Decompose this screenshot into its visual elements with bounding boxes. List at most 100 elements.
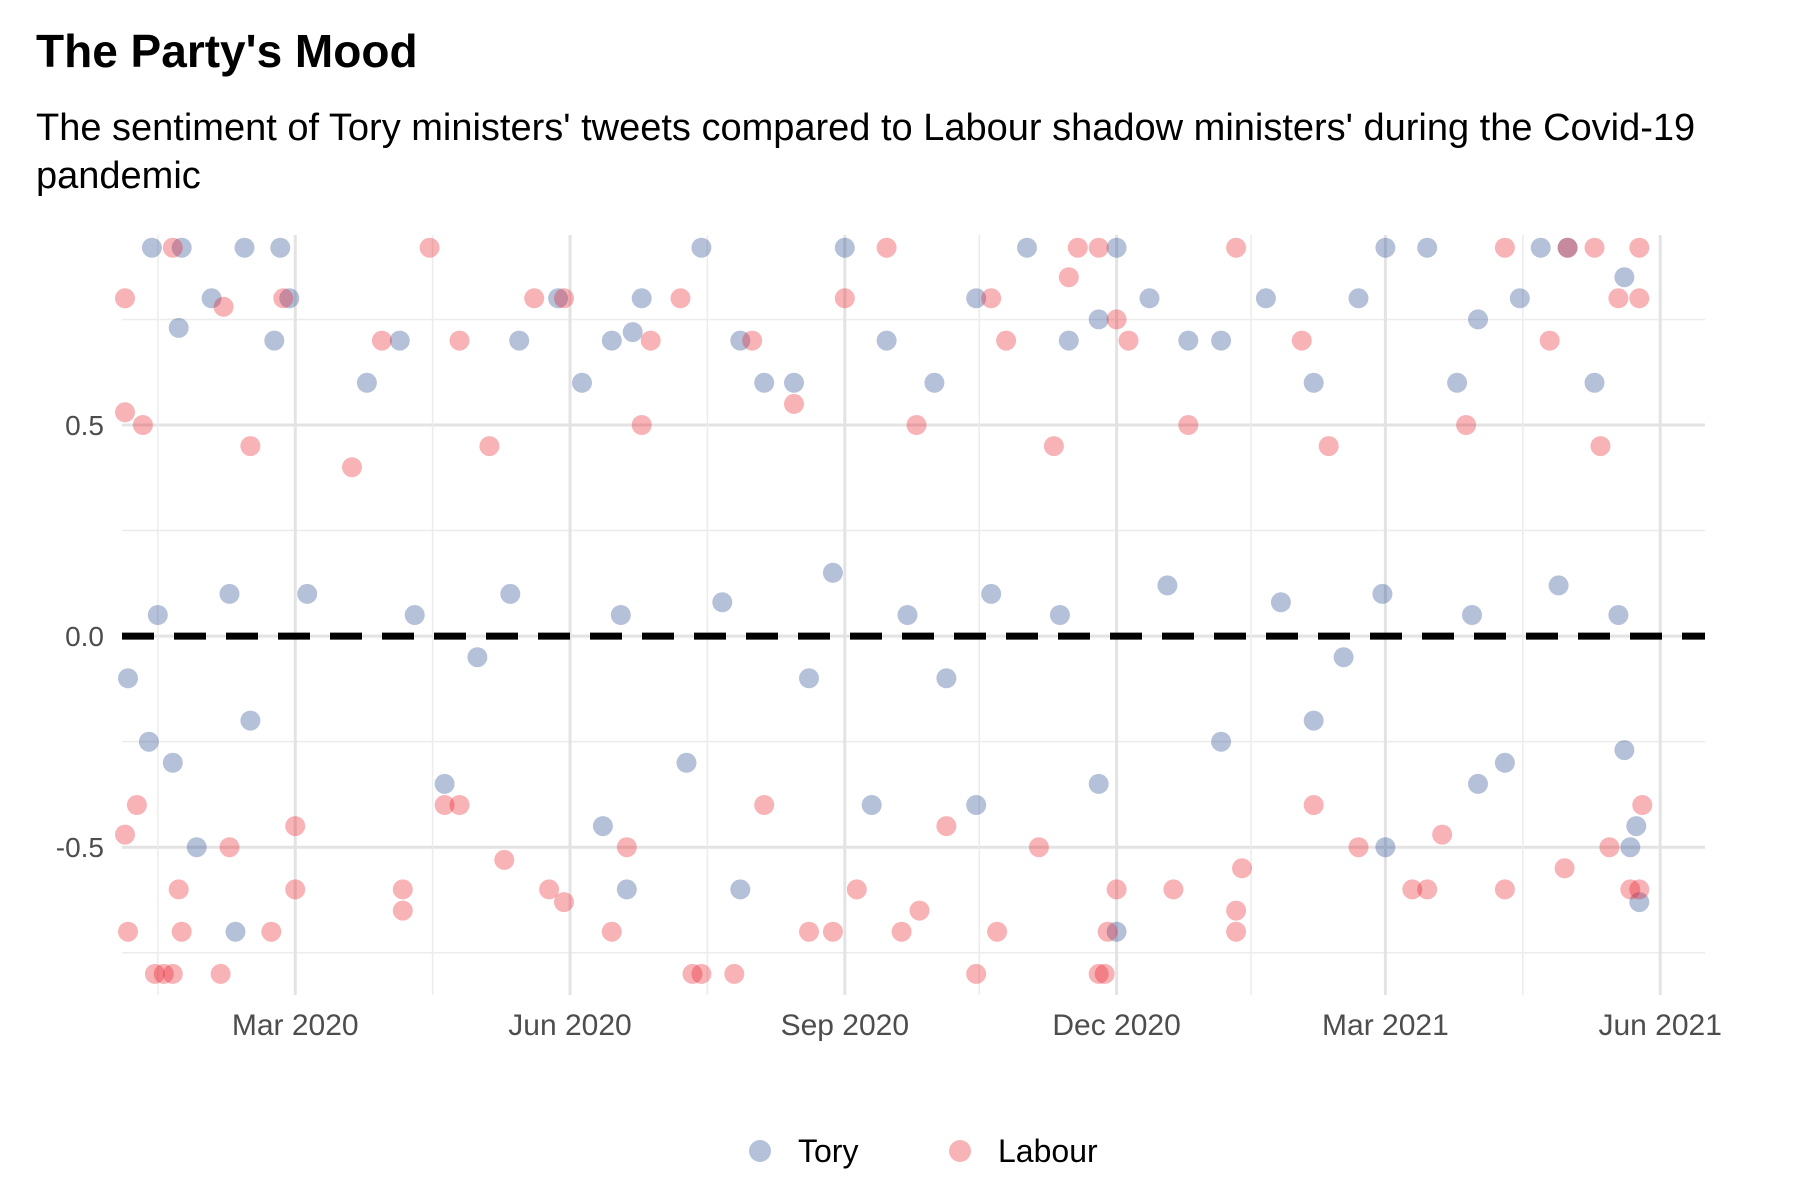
point-tory [270,237,291,258]
point-labour [479,436,500,457]
point-labour [1554,858,1575,879]
point-tory [1157,575,1178,596]
point-tory [1614,740,1635,761]
point-labour [981,288,1002,309]
point-tory [219,583,240,604]
point-labour [846,879,867,900]
point-tory [1614,267,1635,288]
point-tory [297,583,318,604]
point-labour [162,237,183,258]
point-labour [996,330,1017,351]
point-tory [676,752,697,773]
point-tory [1106,921,1127,942]
point-labour [554,892,574,913]
point-tory [1557,237,1578,258]
point-labour [1539,330,1560,351]
point-tory [168,317,189,338]
point-tory [138,731,159,752]
point-tory [1255,288,1276,309]
chart-title: The Party's Mood [36,25,418,77]
point-tory [1303,372,1324,393]
point-labour [1632,795,1653,815]
point-labour [118,921,138,942]
point-labour [1629,879,1650,900]
point-tory [754,372,775,393]
point-labour [1584,237,1605,258]
point-labour [285,879,306,900]
point-tory [1629,892,1650,913]
legend-label-labour: Labour [998,1133,1098,1169]
point-tory [592,816,613,837]
point-labour [219,837,240,858]
point-tory [1509,288,1530,309]
point-tory [500,583,521,604]
point-tory [981,583,1002,604]
point-tory [1468,309,1488,330]
point-labour [682,963,703,984]
point-tory [1088,773,1109,794]
point-labour [392,879,413,900]
legend-swatch-tory [749,1140,771,1162]
point-tory [1447,372,1468,393]
point-labour [1494,879,1515,900]
point-tory [1372,583,1393,604]
point-tory [264,330,285,351]
point-labour [1291,330,1312,351]
axis-tick-labels: 0.5 0.0 -0.5 Mar 2020 Jun 2020 Sep 2020 Dec 20… [56,410,1722,1042]
x-tick-label: Sep 2020 [781,1009,909,1042]
point-labour [724,963,745,984]
point-tory [1303,710,1324,731]
point-labour [261,921,282,942]
point-tory [691,237,712,258]
point-tory [622,322,643,343]
point-labour [1106,879,1127,900]
point-tory [924,372,945,393]
point-tory [876,330,897,351]
point-labour [1402,879,1423,900]
grid-lines [122,235,1705,995]
point-tory [784,372,804,393]
point-labour [434,795,455,815]
point-tory [1348,288,1369,309]
point-tory [240,710,261,731]
point-labour [1232,858,1252,879]
point-tory [201,288,222,309]
point-labour [285,816,306,837]
chart-subtitle: The sentiment of Tory ministers' tweets … [36,107,1696,197]
point-labour [240,436,261,457]
point-tory [572,372,592,393]
point-tory [1106,237,1127,258]
point-labour [616,837,637,858]
point-labour [1028,837,1049,858]
point-labour [1629,288,1650,309]
point-labour [1456,415,1477,435]
point-tory [1178,330,1199,351]
point-labour [1106,309,1127,330]
point-labour [1058,267,1079,288]
point-labour [126,795,147,815]
x-tick-label: Jun 2021 [1598,1009,1721,1042]
point-tory [730,879,751,900]
point-tory [1584,372,1605,393]
point-labour [742,330,763,351]
point-tory [434,773,455,794]
point-tory [162,752,183,773]
point-tory [712,592,733,613]
point-tory [601,330,622,351]
legend-swatch-labour [949,1140,971,1162]
point-labour [936,816,957,837]
point-labour [168,879,189,900]
point-tory [279,288,300,309]
x-tick-label: Jun 2020 [508,1009,631,1042]
point-tory [822,562,843,583]
point-tory [1417,237,1438,258]
point-tory [186,837,207,858]
point-tory [1270,592,1291,613]
point-labour [1417,879,1438,900]
point-labour [213,296,234,317]
point-labour [371,330,392,351]
point-tory [1049,605,1070,625]
point-labour [449,330,470,351]
point-labour [1067,237,1088,258]
